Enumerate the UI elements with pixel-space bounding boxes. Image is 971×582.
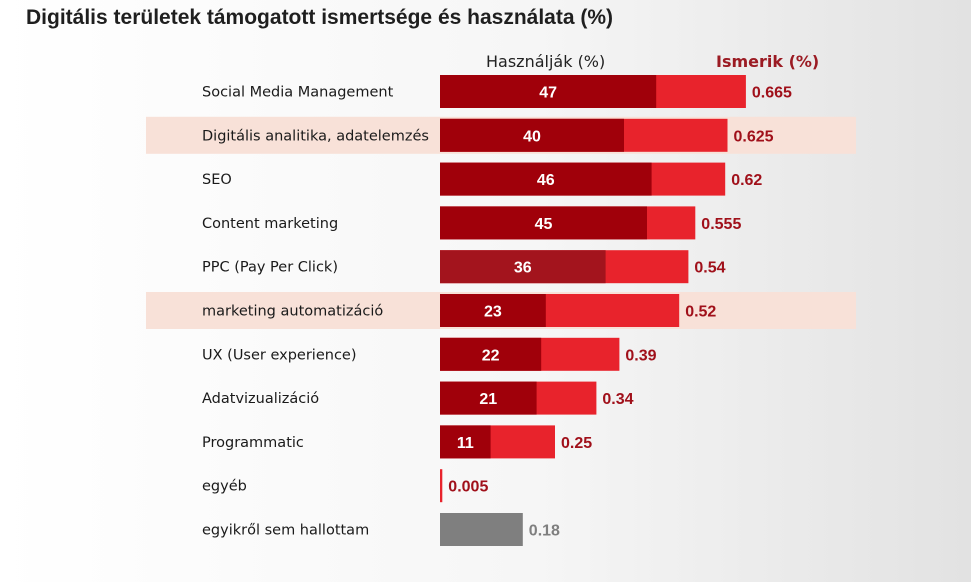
used-value-label: 11 — [457, 435, 474, 452]
used-value-label: 36 — [514, 260, 532, 277]
bar-used — [440, 162, 652, 196]
category-label: egyikről sem hallottam — [202, 523, 369, 539]
known-value-label: 0.39 — [625, 347, 656, 364]
category-label: egyéb — [202, 479, 247, 495]
bar-used — [440, 118, 624, 152]
used-value-label: 22 — [482, 347, 500, 364]
known-value-label: 0.52 — [685, 304, 716, 321]
bar-used — [440, 250, 606, 284]
legend-known: Ismerik (%) — [716, 52, 820, 71]
bar-known — [440, 469, 443, 503]
category-label: Adatvizualizáció — [202, 391, 319, 407]
category-label: Social Media Management — [202, 85, 394, 101]
known-value-label: 0.665 — [752, 85, 792, 102]
known-value-label: 0.34 — [602, 391, 633, 408]
category-label: SEO — [202, 172, 232, 188]
known-value-label: 0.25 — [561, 435, 592, 452]
category-label: PPC (Pay Per Click) — [202, 260, 338, 276]
category-label: UX (User experience) — [202, 347, 357, 363]
used-value-label: 47 — [539, 85, 557, 102]
bar-used — [440, 425, 491, 459]
category-label: marketing automatizáció — [202, 304, 383, 320]
chart-title: Digitális területek támogatott ismertség… — [26, 6, 614, 29]
known-value-label: 0.005 — [448, 479, 488, 496]
category-label: Content marketing — [202, 216, 338, 232]
bar-used — [440, 206, 647, 240]
category-label: Programmatic — [202, 435, 304, 451]
legend-used: Használják (%) — [486, 52, 606, 71]
known-value-label: 0.62 — [731, 172, 762, 189]
known-value-label: 0.625 — [734, 128, 774, 145]
bar-used — [440, 337, 542, 371]
bar-used — [440, 75, 657, 108]
bar-used — [440, 381, 537, 415]
bar-known — [440, 513, 523, 546]
used-value-label: 21 — [479, 391, 497, 408]
category-label: Digitális analitika, adatelemzés — [202, 128, 429, 144]
used-value-label: 46 — [537, 172, 555, 189]
known-value-label: 0.18 — [529, 523, 560, 540]
bar-used — [440, 294, 546, 327]
used-value-label: 40 — [523, 128, 541, 145]
known-value-label: 0.54 — [694, 260, 725, 277]
used-value-label: 45 — [535, 216, 553, 233]
known-value-label: 0.555 — [701, 216, 741, 233]
used-value-label: 23 — [484, 304, 502, 321]
